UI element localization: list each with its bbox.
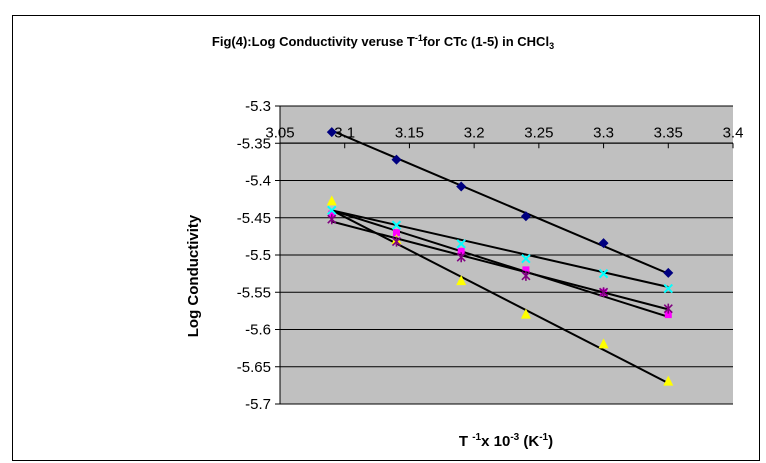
y-tick-label-5: -5.55 (237, 284, 271, 301)
point-s3-3 (456, 275, 467, 286)
point-s4-6 (663, 283, 673, 294)
point-s4-1 (327, 205, 337, 216)
point-s3-6 (663, 375, 674, 386)
point-s4-4 (521, 254, 531, 264)
chart-title: Fig(4):Log Conductivity veruse T-1for CT… (212, 33, 554, 51)
x-tick-label-6: 3.35 (654, 124, 683, 141)
series-1 (326, 127, 674, 278)
point-s4-2 (391, 220, 402, 230)
x-tick-label-5: 3.3 (593, 124, 614, 141)
point-s5-2 (391, 236, 402, 247)
chart-frame: Fig(4):Log Conductivity veruse T-1for CT… (12, 15, 760, 461)
x-tick-label-3: 3.2 (464, 124, 485, 141)
point-s3-5 (598, 338, 609, 349)
x-tick-label-0: 3.05 (265, 124, 294, 141)
point-s2-6 (664, 311, 672, 319)
point-s1-6 (663, 267, 674, 278)
x-axis-title: T -1x 10-3 (K-1) (459, 432, 553, 450)
x-ticks: 3.05 3.1 3.15 3.2 3.25 3.3 3.35 3.4 (265, 124, 744, 149)
trendline-1 (331, 129, 669, 275)
series-group (326, 127, 674, 386)
point-s1-2 (391, 154, 402, 165)
series-4 (327, 205, 673, 294)
point-s1-3 (456, 181, 467, 192)
point-s5-1 (327, 214, 337, 225)
point-s2-1 (328, 210, 336, 218)
y-tick-label-1: -5.35 (237, 135, 271, 152)
point-s1-1 (326, 127, 337, 138)
point-s4-5 (598, 268, 609, 279)
series-5 (327, 214, 673, 314)
point-s5-6 (663, 303, 673, 314)
point-s2-2 (392, 229, 400, 237)
x-tick-label-1: 3.1 (334, 124, 355, 141)
x-tick-label-7: 3.4 (723, 124, 744, 141)
x-tick-label-2: 3.15 (395, 124, 424, 141)
point-s3-4 (520, 308, 531, 319)
trendline-5 (331, 220, 669, 311)
point-s5-4 (521, 270, 531, 281)
point-s2-4 (522, 266, 530, 274)
y-tick-label-0: -5.3 (245, 98, 271, 115)
y-ticks: -5.3 -5.35 -5.4 -5.45 -5.5 -5.55 -5.6 -5.65 -5.7 (237, 98, 280, 413)
point-s5-5 (599, 287, 609, 298)
trendline-4 (331, 209, 669, 289)
point-s3-1 (326, 195, 337, 206)
trendline-2 (331, 209, 669, 318)
chart: Fig(4):Log Conductivity veruse T-1for CT… (185, 33, 744, 450)
point-s5-3 (456, 252, 466, 263)
trendline-3 (331, 209, 669, 385)
point-s2-3 (457, 247, 465, 255)
point-s1-5 (598, 238, 609, 249)
y-tick-label-4: -5.5 (245, 247, 271, 264)
point-s4-3 (456, 239, 466, 249)
x-tick-label-4: 3.25 (524, 124, 553, 141)
y-tick-label-8: -5.7 (245, 396, 271, 413)
y-axis-title: Log Conductivity (185, 214, 202, 337)
y-tick-label-6: -5.6 (245, 322, 271, 339)
y-tick-label-2: -5.4 (245, 173, 271, 190)
y-tick-label-7: -5.65 (237, 359, 271, 376)
point-s1-4 (520, 211, 531, 222)
y-tick-label-3: -5.45 (237, 210, 271, 227)
